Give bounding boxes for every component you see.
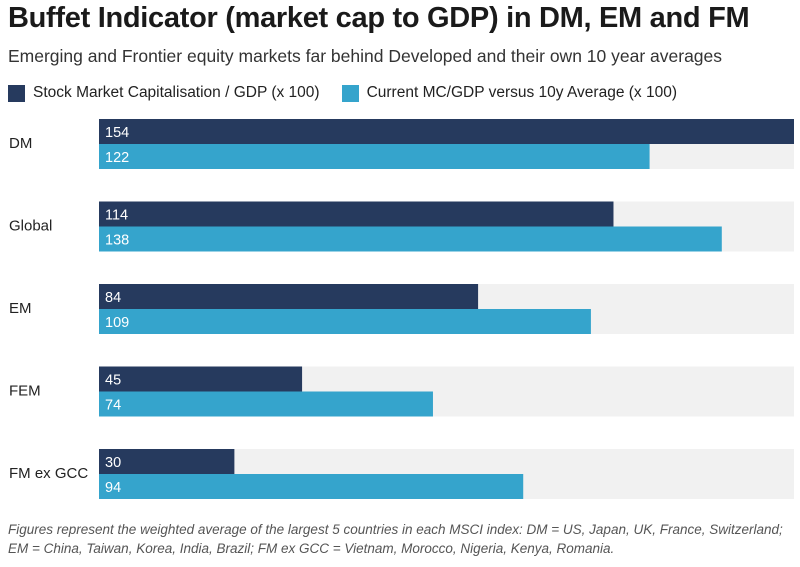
data-label-dm-2: 122 <box>105 150 129 166</box>
chart-title: Buffet Indicator (market cap to GDP) in … <box>8 2 750 34</box>
bar-em-2 <box>99 309 591 334</box>
category-label-global: Global <box>9 218 52 235</box>
legend: Stock Market Capitalisation / GDP (x 100… <box>8 82 677 104</box>
bar-fm-ex-gcc-1 <box>99 449 235 474</box>
data-label-fm-ex-gcc-2: 94 <box>105 480 121 496</box>
bar-em-1 <box>99 284 479 309</box>
category-label-fm-ex-gcc: FM ex GCC <box>9 465 88 482</box>
legend-label-vs-10y-average: Current MC/GDP versus 10y Average (x 100… <box>366 84 677 101</box>
data-label-global-1: 114 <box>105 208 128 224</box>
data-label-global-2: 138 <box>105 233 129 249</box>
data-label-em-2: 109 <box>105 315 129 331</box>
bar-global-2 <box>99 226 722 252</box>
data-label-fem-1: 45 <box>105 373 121 389</box>
bar-chart: DM 154 122 Global 114 138 EM 84 109 FEM 45 74 FM ex … <box>9 119 794 499</box>
data-label-em-1: 84 <box>105 290 121 306</box>
data-label-dm-1: 154 <box>105 125 129 141</box>
chart-footnote: Figures represent the weighted average o… <box>8 522 783 556</box>
bar-dm-2 <box>99 144 650 169</box>
category-label-em: EM <box>9 300 32 317</box>
bar-fem-2 <box>99 391 433 417</box>
legend-item-market-cap: Stock Market Capitalisation / GDP (x 100… <box>8 84 320 102</box>
bar-dm-1 <box>99 119 794 144</box>
bar-fem-1 <box>99 366 303 392</box>
bar-global-1 <box>99 201 614 227</box>
legend-swatch-market-cap <box>8 84 25 102</box>
legend-item-vs-10y-average: Current MC/GDP versus 10y Average (x 100… <box>341 84 677 102</box>
data-label-fm-ex-gcc-1: 30 <box>105 455 121 471</box>
category-label-dm: DM <box>9 135 32 152</box>
chart-subtitle: Emerging and Frontier equity markets far… <box>8 46 723 66</box>
bar-fm-ex-gcc-2 <box>99 474 524 499</box>
category-label-fem: FEM <box>9 383 41 400</box>
legend-swatch-vs-10y-average <box>341 84 359 102</box>
legend-label-market-cap: Stock Market Capitalisation / GDP (x 100… <box>33 84 320 101</box>
data-label-fem-2: 74 <box>105 398 121 414</box>
